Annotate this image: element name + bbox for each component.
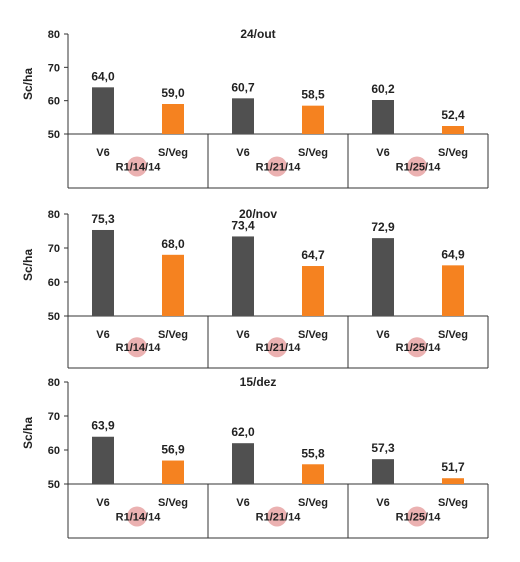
data-label: 64,9 [441, 247, 465, 261]
data-label: 64,7 [301, 248, 325, 262]
data-label: 63,9 [91, 419, 115, 433]
group-label: R1/14/14 [116, 342, 162, 354]
bar-sveg [162, 104, 184, 134]
category-label: S/Veg [438, 329, 468, 341]
category-label: S/Veg [298, 147, 328, 159]
bar-sveg [302, 266, 324, 316]
group-label: R1/21/14 [256, 161, 302, 173]
bar-v6 [92, 87, 114, 134]
category-label: V6 [376, 497, 389, 509]
data-label: 59,0 [161, 86, 185, 100]
data-label: 51,7 [441, 460, 465, 474]
data-label: 62,0 [231, 425, 255, 439]
bar-sveg [162, 460, 184, 484]
category-label: V6 [96, 329, 109, 341]
category-label: S/Veg [158, 147, 188, 159]
y-axis-label: Sc/ha [21, 68, 35, 100]
data-label: 58,5 [301, 88, 325, 102]
data-label: 60,7 [231, 80, 255, 94]
category-label: S/Veg [298, 497, 328, 509]
group-label: R1/14/14 [116, 511, 162, 523]
category-label: V6 [236, 497, 249, 509]
data-label: 73,4 [231, 218, 255, 232]
data-label: 55,8 [301, 446, 325, 460]
y-tick-label: 50 [48, 479, 60, 491]
y-tick-label: 50 [48, 129, 60, 141]
category-label: S/Veg [438, 147, 468, 159]
group-label: R1/25/14 [396, 511, 442, 523]
category-label: S/Veg [438, 497, 468, 509]
category-label: V6 [376, 147, 389, 159]
category-label: V6 [376, 329, 389, 341]
chart-panel-3: 15/dez Sc/ha 50 60 70 80 63,9 V6 56,9 S/Veg R1/14/… [21, 375, 489, 539]
highlight-marker [407, 506, 427, 527]
bar-sveg [442, 126, 464, 134]
data-label: 52,4 [441, 108, 465, 122]
data-label: 57,3 [371, 441, 395, 455]
highlight-marker [407, 337, 427, 358]
data-label: 75,3 [91, 212, 115, 226]
data-label: 60,2 [371, 82, 395, 96]
bar-v6 [92, 229, 114, 316]
y-tick-label: 80 [48, 29, 60, 41]
highlight-marker [267, 506, 287, 527]
bar-v6 [372, 459, 394, 484]
bar-v6 [232, 443, 254, 484]
bar-sveg [442, 478, 464, 484]
highlight-marker [267, 156, 287, 177]
y-tick-label: 60 [48, 445, 60, 457]
chart-title: 20/nov [239, 207, 277, 221]
category-label: S/Veg [158, 329, 188, 341]
group-label: R1/21/14 [256, 511, 302, 523]
data-label: 56,9 [161, 443, 185, 457]
highlight-marker [127, 337, 147, 358]
y-axis-label: Sc/ha [21, 249, 35, 281]
highlight-marker [127, 506, 147, 527]
category-label: S/Veg [298, 329, 328, 341]
group-label: R1/14/14 [116, 161, 162, 173]
highlight-marker [127, 156, 147, 177]
bar-v6 [232, 98, 254, 134]
y-tick-label: 70 [48, 243, 60, 255]
category-label: V6 [96, 147, 109, 159]
y-tick-label: 70 [48, 411, 60, 423]
data-label: 68,0 [161, 237, 185, 251]
bar-sveg [302, 105, 324, 134]
y-tick-label: 60 [48, 96, 60, 108]
bar-v6 [232, 236, 254, 316]
y-tick-label: 80 [48, 377, 60, 389]
bar-sveg [442, 265, 464, 316]
bar-v6 [372, 100, 394, 134]
y-tick-label: 50 [48, 311, 60, 323]
y-axis-label: Sc/ha [21, 417, 35, 449]
chart-title: 15/dez [240, 375, 277, 389]
bar-v6 [372, 238, 394, 316]
bar-v6 [92, 436, 114, 484]
y-tick-label: 70 [48, 62, 60, 74]
category-label: V6 [96, 497, 109, 509]
bar-sveg [302, 464, 324, 484]
y-tick-label: 80 [48, 209, 60, 221]
category-label: V6 [236, 329, 249, 341]
group-label: R1/25/14 [396, 161, 442, 173]
group-label: R1/25/14 [396, 342, 442, 354]
highlight-marker [267, 337, 287, 358]
data-label: 64,0 [91, 69, 115, 83]
category-label: S/Veg [158, 497, 188, 509]
chart-panel-1: 24/out Sc/ha 50 60 70 80 64,0 V6 59,0 S/Veg R1/14/… [21, 27, 489, 189]
y-tick-label: 60 [48, 277, 60, 289]
data-label: 72,9 [371, 220, 395, 234]
group-label: R1/21/14 [256, 342, 302, 354]
highlight-marker [407, 156, 427, 177]
bar-sveg [162, 254, 184, 316]
chart-title: 24/out [240, 27, 275, 41]
category-label: V6 [236, 147, 249, 159]
